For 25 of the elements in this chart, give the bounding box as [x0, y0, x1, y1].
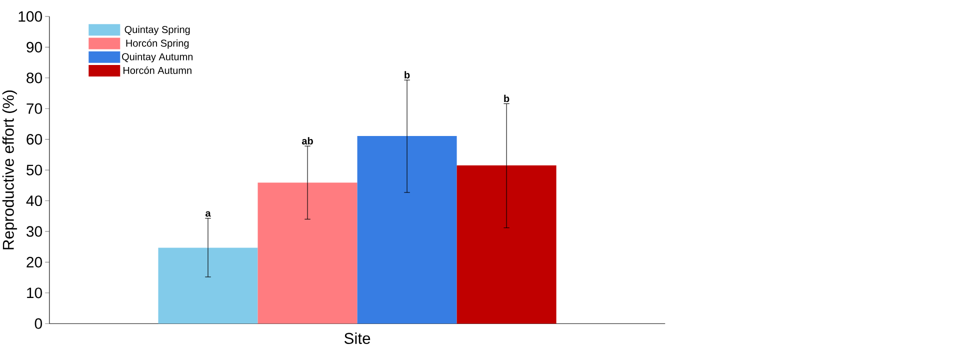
y-tick-label: 20 [26, 256, 42, 268]
y-axis-title: Reproductive effort (%) [2, 90, 17, 250]
bar [158, 248, 258, 324]
bar [357, 136, 457, 324]
y-tick-label: 10 [27, 287, 42, 298]
y-tick-label: 100 [18, 11, 42, 22]
y-tick-label: 60 [26, 134, 42, 144]
legend-label: Horcón Spring [126, 39, 189, 49]
y-tick-label: 40 [26, 195, 42, 206]
bar [258, 182, 358, 324]
annotation: a [206, 211, 211, 217]
y-tick-label: 90 [26, 42, 42, 52]
y-tick-label: 0 [34, 318, 42, 329]
y-tick-label: 70 [26, 103, 42, 114]
legend-label: Quintay Spring [124, 26, 190, 35]
y-tick-label: 80 [26, 72, 42, 84]
y-tick-label: 50 [26, 164, 42, 176]
annotation: b [404, 71, 410, 78]
bar [456, 165, 556, 324]
legend-label: Horcón Autumn [123, 66, 192, 74]
annotation: b [504, 94, 510, 102]
y-tick-label: 30 [26, 226, 42, 237]
legend-label: Quintay Autumn [122, 52, 193, 62]
x-axis-title: Site [344, 332, 370, 344]
annotation: ab [302, 137, 313, 144]
